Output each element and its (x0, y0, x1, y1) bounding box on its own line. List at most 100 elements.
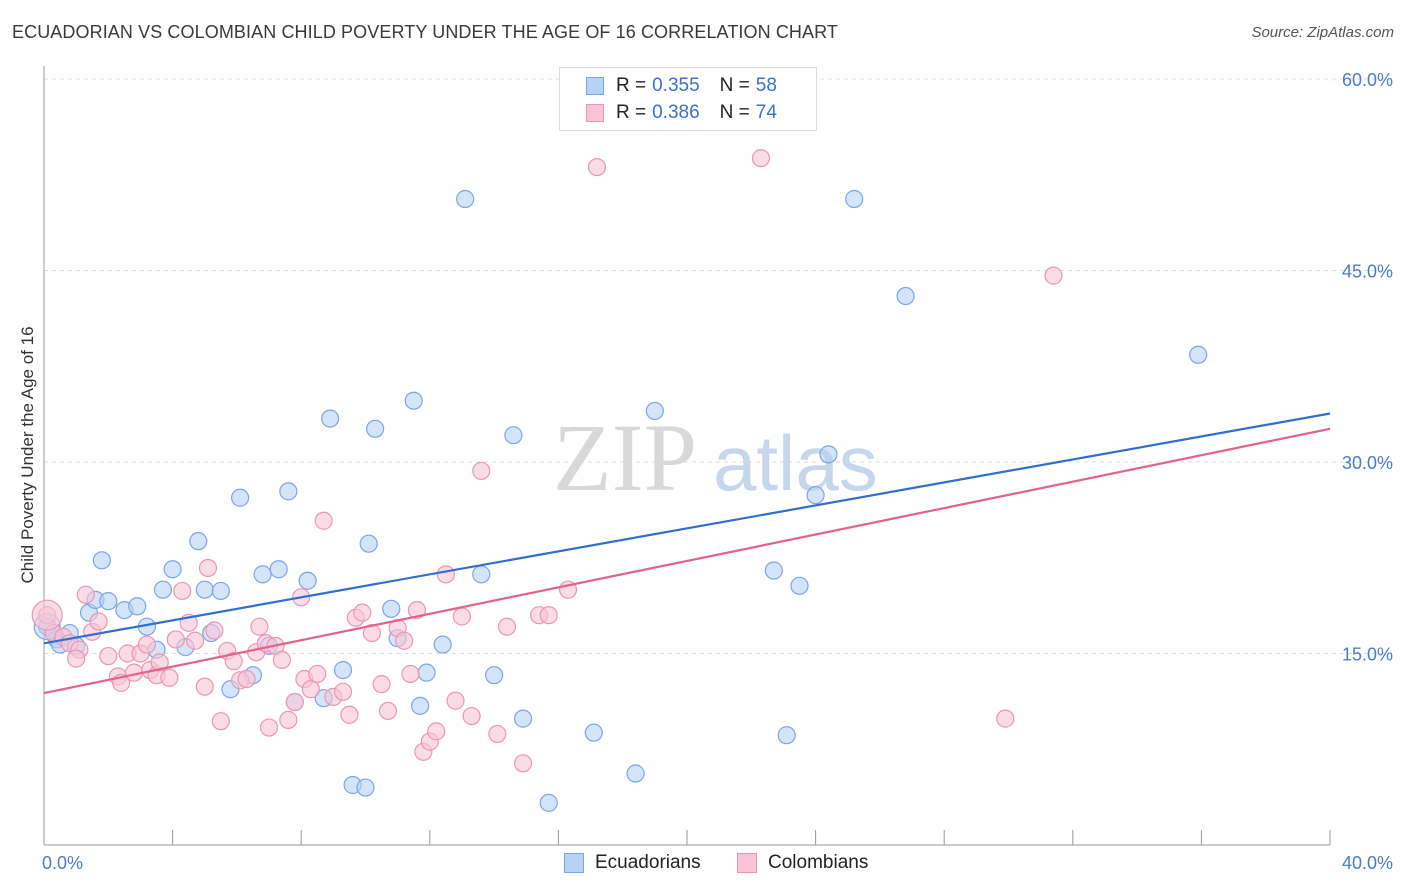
data-point (333, 682, 353, 701)
watermark-atlas: atlas (713, 419, 878, 507)
data-point (31, 599, 63, 631)
data-point (308, 664, 327, 684)
trendline-ecuadorians (43, 412, 1331, 645)
data-point (92, 551, 111, 570)
data-point (452, 607, 472, 626)
data-point (237, 669, 256, 689)
data-point (340, 705, 359, 724)
legend-n-value: 58 (755, 75, 777, 96)
data-point (76, 585, 95, 604)
data-point (485, 666, 504, 685)
data-point (301, 680, 320, 699)
x-tick-label-min: 0.0% (42, 853, 83, 873)
data-point (436, 565, 455, 584)
data-point (163, 560, 182, 579)
data-point (764, 561, 783, 580)
colombians-points (31, 149, 1063, 773)
data-point (137, 635, 156, 654)
legend-label-colombians: Colombians (768, 852, 869, 873)
data-point (539, 793, 558, 812)
stats-legend: R = 0.355 N = 58 R = 0.386 N = 74 (559, 67, 817, 131)
data-point (195, 677, 214, 696)
x-ticks (172, 830, 1331, 845)
y-axis-label: Child Poverty Under the Age of 16 (18, 326, 37, 583)
ecuadorians-points (33, 189, 1208, 812)
data-point (790, 576, 809, 595)
data-point (272, 650, 292, 669)
legend-row-colombians: R = 0.386 N = 74 (586, 100, 777, 126)
data-point (462, 706, 481, 726)
data-point (211, 712, 230, 731)
legend-swatch-pink (737, 853, 757, 873)
legend-label-ecuadorians: Ecuadorians (595, 852, 701, 873)
legend-row-ecuadorians: R = 0.355 N = 58 (586, 73, 777, 99)
data-point (751, 149, 771, 168)
data-point (353, 603, 372, 622)
data-point (411, 696, 430, 715)
data-point (269, 560, 288, 579)
data-point (359, 534, 378, 553)
data-point (407, 600, 427, 620)
data-point (231, 488, 250, 507)
data-point (584, 723, 603, 742)
data-point (996, 709, 1015, 728)
legend-item-colombians[interactable]: Colombians (737, 852, 868, 874)
watermark: ZIP atlas (553, 404, 878, 511)
data-point (99, 646, 118, 666)
data-point (253, 565, 272, 584)
data-point (198, 558, 218, 578)
data-point (645, 401, 664, 421)
data-point (321, 409, 340, 428)
trend-lines (43, 412, 1331, 695)
data-point (539, 606, 558, 625)
data-point (513, 754, 533, 773)
grid-lines (44, 78, 1393, 654)
data-point (205, 621, 224, 640)
x-tick-label-max: 40.0% (1342, 853, 1393, 873)
data-point (89, 612, 108, 631)
legend-swatch-blue (564, 853, 584, 873)
legend-r-label: R = (616, 102, 647, 123)
legend-r-value: 0.355 (652, 75, 700, 96)
y-tick-label: 60.0% (1342, 70, 1393, 90)
y-tick-labels: 15.0% 30.0% 45.0% 60.0% (1342, 70, 1393, 665)
data-point (896, 286, 915, 306)
data-point (417, 663, 436, 682)
data-point (427, 722, 446, 741)
data-point (224, 652, 243, 671)
data-point (372, 675, 391, 694)
source-label: Source: ZipAtlas.com (1251, 24, 1394, 41)
data-point (433, 635, 452, 654)
data-point (404, 391, 423, 410)
data-point (488, 724, 507, 744)
legend-n-value: 74 (755, 102, 777, 123)
legend-r-value: 0.386 (652, 102, 700, 123)
chart-title: ECUADORIAN VS COLOMBIAN CHILD POVERTY UN… (12, 22, 838, 42)
legend-swatch-pink (586, 104, 604, 122)
data-point (356, 778, 375, 797)
legend-swatch-blue (586, 77, 604, 95)
data-point (99, 592, 118, 611)
data-point (819, 445, 838, 464)
data-point (166, 630, 185, 649)
data-point (259, 718, 279, 737)
data-point (1189, 345, 1208, 364)
data-point (777, 726, 796, 745)
data-point (504, 426, 523, 445)
data-point (366, 419, 385, 438)
y-tick-label: 45.0% (1342, 262, 1393, 282)
data-point (626, 764, 645, 783)
data-point (401, 664, 420, 684)
data-point (128, 597, 147, 616)
data-point (285, 692, 304, 712)
data-point (382, 599, 401, 618)
data-point (298, 571, 317, 590)
series-legend: Ecuadorians Colombians (0, 852, 1406, 878)
data-point (186, 631, 205, 650)
data-point (67, 649, 86, 668)
data-point (153, 580, 173, 599)
data-point (279, 482, 298, 501)
legend-item-ecuadorians[interactable]: Ecuadorians (564, 852, 701, 874)
data-point (1044, 266, 1063, 285)
